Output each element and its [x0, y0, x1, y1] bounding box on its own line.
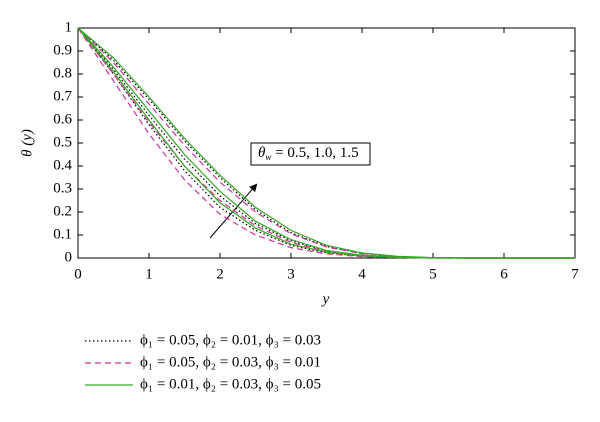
x-tick-label: 0 — [74, 266, 82, 282]
x-tick-label: 7 — [571, 266, 579, 282]
annotation-box — [250, 142, 371, 166]
x-tick-label: 3 — [287, 266, 295, 282]
y-tick-label: 1 — [65, 19, 73, 35]
y-tick-label: 0 — [65, 249, 73, 265]
legend-label: ϕ₁ = 0.05, ϕ₂ = 0.01, ϕ₃ = 0.03 — [140, 332, 321, 348]
y-tick-label: 0.4 — [53, 157, 72, 173]
y-tick-label: 0.3 — [53, 180, 72, 196]
line — [77, 27, 575, 259]
y-tick-label: 0.9 — [53, 42, 72, 58]
line — [77, 27, 575, 259]
x-axis-label: y — [321, 291, 330, 307]
y-tick-label: 0.6 — [53, 111, 72, 127]
annotation-symbol: θ — [258, 145, 266, 161]
y-tick-label: 0.7 — [53, 88, 72, 104]
annotation-subscript: w — [265, 152, 271, 162]
legend-label: ϕ₁ = 0.05, ϕ₂ = 0.03, ϕ₃ = 0.01 — [140, 354, 321, 370]
legend-label: ϕ₁ = 0.01, ϕ₂ = 0.03, ϕ₃ = 0.05 — [140, 376, 321, 392]
y-tick-label: 0.8 — [53, 65, 72, 81]
x-tick-label: 2 — [216, 266, 224, 282]
y-tick-label: 0.5 — [53, 134, 72, 150]
x-tick-label: 6 — [500, 266, 508, 282]
annotation: θw = 0.5, 1.0, 1.5 — [258, 145, 359, 162]
y-tick-label: 0.2 — [53, 203, 72, 219]
annotation-text: = 0.5, 1.0, 1.5 — [271, 145, 358, 161]
y-axis-label: θ (y) — [19, 129, 35, 157]
x-tick-label: 5 — [429, 266, 437, 282]
x-tick-label: 4 — [358, 266, 366, 282]
x-tick-label: 1 — [145, 266, 153, 282]
y-tick-label: 0.1 — [53, 226, 72, 242]
